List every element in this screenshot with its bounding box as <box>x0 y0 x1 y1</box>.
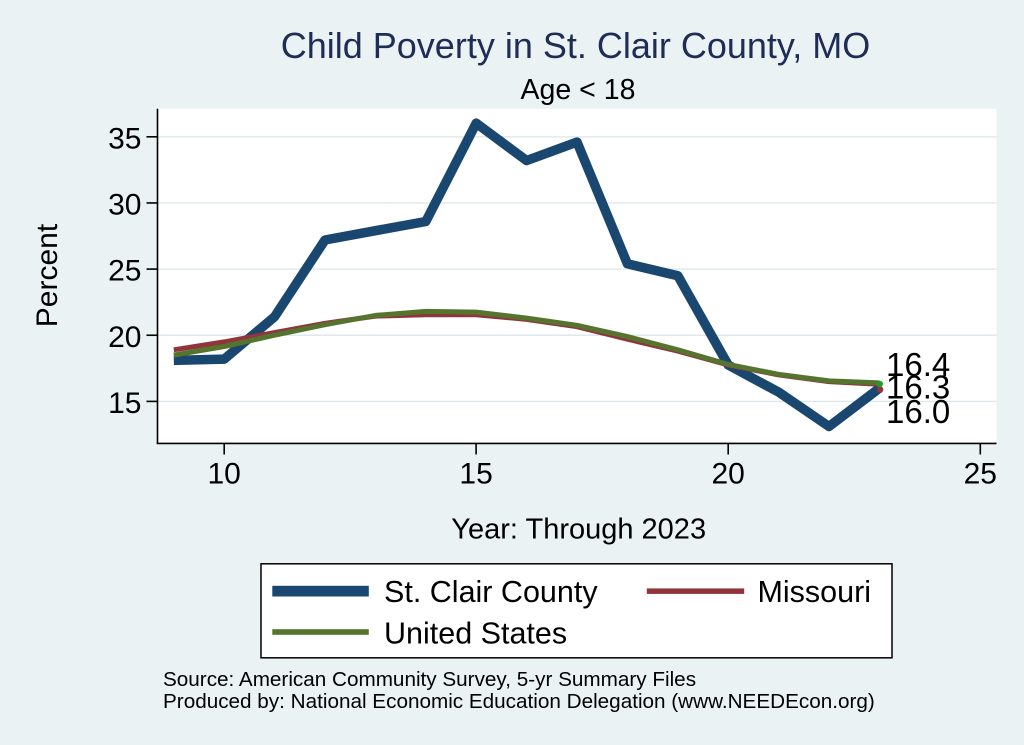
svg-text:20: 20 <box>712 458 745 491</box>
svg-text:Child Poverty in St. Clair Cou: Child Poverty in St. Clair County, MO <box>281 25 871 66</box>
svg-text:16.4: 16.4 <box>886 346 950 383</box>
svg-text:Year: Through 2023: Year: Through 2023 <box>451 514 706 546</box>
svg-text:25: 25 <box>964 458 997 491</box>
svg-text:St. Clair County: St. Clair County <box>384 575 598 609</box>
svg-text:30: 30 <box>108 189 141 222</box>
svg-text:Percent: Percent <box>31 223 64 327</box>
svg-text:15: 15 <box>459 458 492 491</box>
svg-text:Source: American Community Sur: Source: American Community Survey, 5-yr … <box>163 668 696 691</box>
svg-text:35: 35 <box>108 122 141 155</box>
svg-text:Missouri: Missouri <box>758 575 872 609</box>
svg-text:25: 25 <box>108 255 141 288</box>
svg-text:20: 20 <box>108 321 141 354</box>
svg-text:16.0: 16.0 <box>886 393 950 430</box>
svg-text:15: 15 <box>108 387 141 420</box>
svg-text:Produced by: National Economic: Produced by: National Economic Education… <box>163 690 875 713</box>
svg-text:United States: United States <box>384 616 567 650</box>
svg-text:10: 10 <box>208 458 241 491</box>
svg-text:16.3: 16.3 <box>886 369 950 406</box>
svg-text:Age < 18: Age < 18 <box>521 74 636 106</box>
